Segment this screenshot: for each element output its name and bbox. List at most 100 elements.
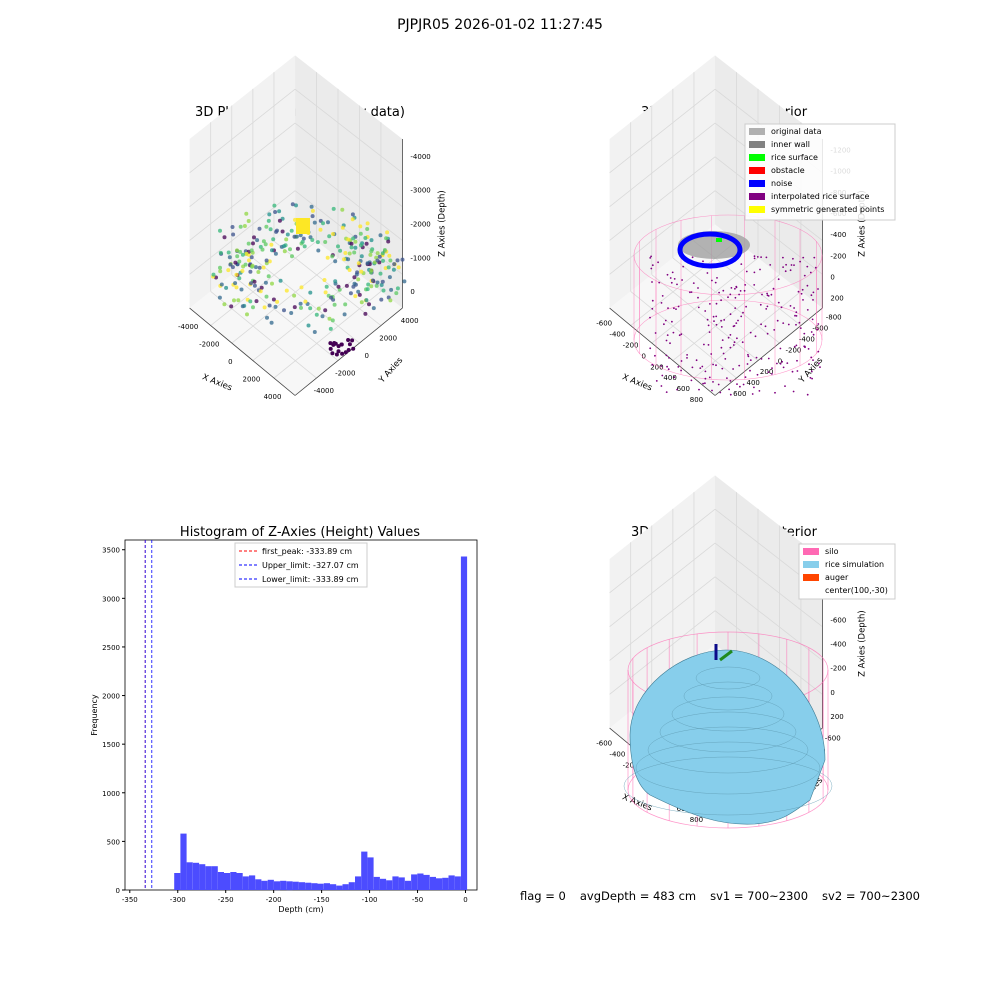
interpolated-point bbox=[680, 333, 683, 336]
scatter-point bbox=[391, 267, 396, 272]
scatter-point bbox=[211, 272, 216, 277]
histogram-bar bbox=[361, 851, 368, 890]
interpolated-point bbox=[802, 256, 805, 259]
interpolated-point bbox=[753, 271, 756, 274]
x-tick-label: 2000 bbox=[243, 375, 261, 383]
scatter-point bbox=[358, 224, 363, 229]
interpolated-point bbox=[738, 364, 741, 367]
histogram-bar bbox=[323, 883, 330, 890]
interpolated-point bbox=[729, 380, 732, 382]
scatter-point bbox=[387, 275, 392, 280]
auger-arm bbox=[719, 649, 733, 662]
grid-line bbox=[231, 274, 339, 361]
grid-line bbox=[609, 508, 716, 594]
scatter-point bbox=[289, 311, 294, 315]
interpolated-point bbox=[787, 323, 790, 326]
interpolated-point bbox=[664, 319, 667, 322]
interpolated-point bbox=[706, 318, 709, 321]
scatter-point bbox=[336, 344, 341, 349]
scatter-point bbox=[280, 216, 285, 221]
interpolated-point bbox=[751, 393, 754, 395]
y-tick-label: 200 bbox=[760, 368, 773, 376]
scatter-point bbox=[316, 306, 321, 311]
interpolated-point bbox=[770, 293, 773, 296]
interpolated-point bbox=[804, 345, 806, 348]
histogram-bar bbox=[305, 882, 312, 890]
scatter-point bbox=[262, 305, 267, 310]
interpolated-point bbox=[749, 331, 752, 334]
z-tick-label: -600 bbox=[830, 616, 846, 624]
interpolated-point bbox=[721, 339, 724, 341]
auger bbox=[714, 644, 733, 662]
scatter-point bbox=[392, 262, 397, 267]
interpolated-point bbox=[736, 383, 738, 385]
interpolated-point bbox=[702, 260, 704, 263]
interpolated-point bbox=[776, 319, 779, 322]
scatter-point bbox=[387, 253, 392, 258]
y-tick-label: 3000 bbox=[102, 595, 120, 603]
rice-mesh-line bbox=[635, 741, 821, 795]
z-tick-label: -400 bbox=[830, 231, 846, 239]
scatter-point bbox=[251, 241, 255, 246]
pane-right bbox=[295, 55, 403, 309]
scatter-point bbox=[222, 302, 227, 307]
scatter-point bbox=[359, 269, 364, 274]
scatter-point bbox=[235, 254, 240, 259]
interpolated-point bbox=[753, 386, 755, 389]
grid-line bbox=[189, 122, 296, 207]
interpolated-point bbox=[651, 307, 654, 310]
histogram-bar bbox=[261, 880, 268, 890]
histogram-bar bbox=[224, 873, 231, 890]
interpolated-point bbox=[699, 367, 702, 369]
rice-mesh-line bbox=[647, 726, 809, 774]
scatter-point bbox=[249, 281, 253, 286]
noise-cluster bbox=[677, 231, 743, 269]
grid-line bbox=[672, 257, 780, 344]
x-tick-label: 0 bbox=[228, 358, 232, 366]
grid-line bbox=[651, 274, 759, 361]
scatter-point bbox=[351, 236, 356, 241]
grid-line bbox=[294, 122, 403, 207]
histogram-bar bbox=[386, 880, 393, 890]
interpolated-point bbox=[753, 255, 756, 258]
scatter-point bbox=[259, 285, 264, 290]
scatter-point bbox=[264, 294, 269, 299]
scatter-point bbox=[369, 268, 374, 273]
interpolated-point bbox=[772, 287, 775, 290]
interpolated-point bbox=[806, 284, 809, 287]
scatter-point bbox=[233, 281, 238, 286]
scatter-point bbox=[277, 209, 282, 214]
interpolated-point bbox=[807, 348, 810, 350]
histogram-bar bbox=[286, 881, 293, 891]
legend-swatch bbox=[803, 574, 819, 581]
scatter-point bbox=[352, 281, 357, 286]
histogram-bar bbox=[211, 866, 218, 890]
interpolated-point bbox=[784, 385, 786, 387]
interpolated-point bbox=[714, 281, 717, 284]
interpolated-point bbox=[737, 319, 739, 322]
scatter-point bbox=[310, 208, 315, 213]
legend-swatch bbox=[749, 206, 765, 213]
scatter-point bbox=[353, 239, 358, 244]
histogram-bar bbox=[292, 881, 299, 890]
interpolated-point bbox=[817, 350, 820, 353]
scatter-point bbox=[369, 249, 374, 254]
interpolated-point bbox=[677, 305, 680, 308]
scatter-point bbox=[327, 316, 332, 321]
interpolated-point bbox=[680, 369, 682, 372]
scatter-point bbox=[352, 250, 357, 255]
interpolated-point bbox=[651, 299, 654, 302]
interpolated-point bbox=[703, 343, 705, 346]
scatter-point bbox=[325, 255, 330, 260]
x-tick-label: -250 bbox=[218, 896, 234, 904]
legend: original data inner wall rice surface obsta… bbox=[744, 123, 896, 221]
interpolated-point bbox=[811, 318, 814, 321]
scatter-point bbox=[302, 244, 307, 249]
rice-surface bbox=[629, 649, 826, 825]
scatter-point bbox=[377, 254, 382, 259]
scatter-point bbox=[328, 346, 333, 351]
interpolated-point bbox=[720, 299, 722, 302]
interpolated-point bbox=[720, 326, 723, 328]
scatter-point bbox=[261, 265, 266, 270]
plot-frame bbox=[124, 539, 478, 891]
